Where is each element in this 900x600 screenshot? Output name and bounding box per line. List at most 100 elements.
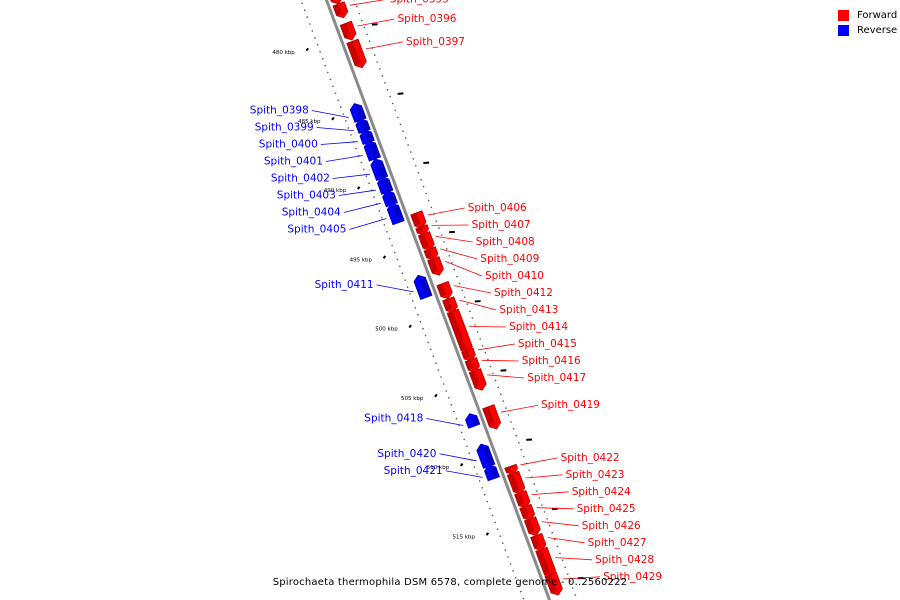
gene-label[interactable]: Spith_0421	[384, 465, 443, 477]
legend-reverse-label: Reverse	[857, 25, 898, 36]
gene-label[interactable]: Spith_0412	[494, 287, 553, 299]
gene-label[interactable]: Spith_0409	[480, 253, 539, 265]
gene-label[interactable]: Spith_0396	[398, 13, 457, 25]
track-dot	[350, 134, 352, 136]
gene-feature[interactable]	[415, 224, 430, 236]
track-dot	[355, 5, 358, 8]
gene-label[interactable]: Spith_0407	[472, 219, 531, 231]
gene-label[interactable]: Spith_0415	[518, 338, 577, 350]
gene-feature[interactable]	[359, 129, 375, 146]
gene-feature[interactable]	[355, 118, 371, 134]
gene-feature[interactable]	[363, 140, 382, 162]
gene-label[interactable]: Spith_0408	[476, 236, 535, 248]
gene-feature[interactable]	[332, 1, 349, 19]
gene-label[interactable]: Spith_0403	[277, 190, 336, 202]
gene-label[interactable]: Spith_0398	[250, 105, 309, 117]
gene-label[interactable]: Spith_0426	[582, 520, 641, 532]
gene-feature[interactable]	[382, 190, 399, 208]
gene-label[interactable]: Spith_0395	[390, 0, 449, 5]
gene-feature[interactable]	[519, 503, 536, 521]
gene-label[interactable]: Spith_0429	[603, 571, 662, 583]
gene-feature[interactable]	[523, 516, 541, 536]
gene-feature[interactable]	[476, 443, 496, 469]
gene-label[interactable]: Spith_0424	[572, 486, 631, 498]
gene-label[interactable]: Spith_0425	[577, 503, 636, 515]
track-dot	[523, 455, 525, 458]
track-dot	[332, 85, 334, 88]
track-dot	[437, 369, 440, 371]
gene-feature[interactable]	[377, 176, 394, 195]
gene-feature[interactable]	[386, 202, 405, 226]
gene-feature[interactable]	[410, 210, 427, 229]
gene-label[interactable]: Spith_0413	[499, 304, 558, 316]
gene-shade	[410, 212, 421, 227]
track-dot	[422, 185, 425, 188]
label-leader	[453, 285, 492, 294]
gene-feature[interactable]	[346, 38, 367, 69]
gene-feature[interactable]	[506, 470, 526, 495]
gene-feature[interactable]	[530, 532, 547, 552]
gene-shade	[447, 311, 467, 351]
gene-label[interactable]: Spith_0404	[282, 207, 341, 219]
gene-shade	[361, 120, 371, 132]
track-dot	[386, 88, 389, 91]
gene-label[interactable]: Spith_0406	[468, 202, 527, 214]
gene-feature[interactable]	[461, 347, 476, 362]
gene-label[interactable]: Spith_0411	[315, 279, 374, 291]
track-dot	[339, 106, 342, 108]
gene-label[interactable]: Spith_0414	[509, 321, 568, 333]
label-leader	[525, 474, 563, 479]
gene-feature[interactable]	[504, 463, 519, 475]
gene-feature[interactable]	[482, 404, 502, 430]
gene-label[interactable]: Spith_0410	[485, 270, 544, 282]
gene-feature[interactable]	[326, 0, 342, 5]
track-dot	[499, 535, 502, 537]
gene-label[interactable]: Spith_0422	[561, 452, 620, 464]
gene-feature[interactable]	[339, 20, 357, 41]
gene-feature[interactable]	[349, 103, 367, 123]
gene-feature[interactable]	[370, 158, 389, 182]
gene-feature[interactable]	[465, 413, 481, 429]
track-dot	[551, 531, 553, 534]
gene-label[interactable]: Spith_0428	[595, 554, 654, 566]
gene-feature[interactable]	[442, 296, 458, 314]
gene-label[interactable]: Spith_0423	[566, 469, 625, 481]
gene-feature[interactable]	[468, 368, 487, 391]
label-leader	[320, 141, 358, 145]
gene-feature[interactable]	[464, 357, 480, 373]
label-leader	[332, 173, 370, 179]
gene-feature[interactable]	[417, 231, 435, 251]
gene-feature[interactable]	[423, 246, 439, 261]
gene-feature[interactable]	[413, 274, 433, 301]
reverse-swatch	[838, 25, 849, 36]
gene-feature[interactable]	[436, 280, 453, 300]
gene-feature[interactable]	[427, 255, 444, 276]
gene-label[interactable]: Spith_0417	[527, 372, 586, 384]
label-leader	[547, 537, 585, 544]
track-dot	[515, 434, 517, 437]
track-dot	[430, 206, 433, 209]
gene-label[interactable]: Spith_0420	[377, 448, 436, 460]
track-dot	[415, 165, 417, 167]
track-dot	[484, 351, 487, 354]
track-dot	[497, 386, 500, 389]
gene-label[interactable]: Spith_0418	[364, 413, 423, 425]
track-dot	[463, 296, 466, 299]
gene-label[interactable]: Spith_0399	[255, 122, 314, 134]
gene-label[interactable]: Spith_0419	[541, 399, 600, 411]
tick-label: 485 kbp	[298, 119, 321, 125]
gene-label[interactable]: Spith_0402	[271, 173, 330, 185]
gene-label[interactable]: Spith_0405	[287, 224, 346, 236]
gene-feature[interactable]	[514, 489, 531, 509]
gene-feature[interactable]	[484, 464, 500, 482]
track-dot	[461, 289, 464, 292]
gene-feature[interactable]	[544, 571, 563, 596]
track-dot	[548, 524, 551, 527]
gene-label[interactable]: Spith_0397	[406, 36, 465, 48]
gene-label[interactable]: Spith_0427	[588, 537, 647, 549]
gene-label[interactable]: Spith_0400	[259, 139, 318, 151]
gene-label[interactable]: Spith_0416	[522, 355, 581, 367]
track-dot	[353, 0, 355, 1]
gene-label[interactable]: Spith_0401	[264, 156, 323, 168]
